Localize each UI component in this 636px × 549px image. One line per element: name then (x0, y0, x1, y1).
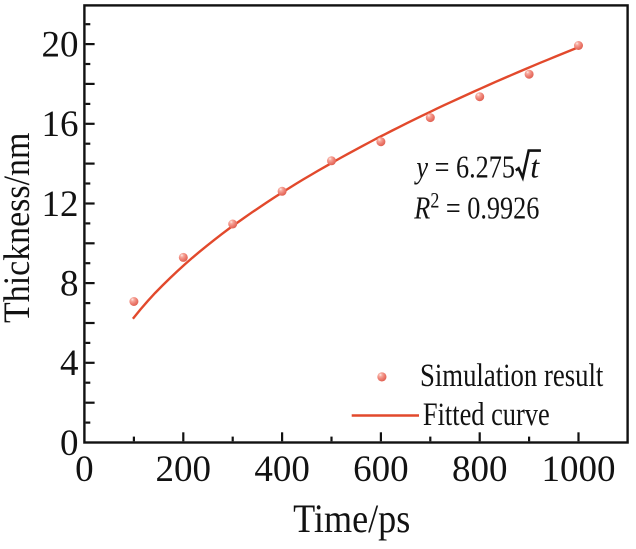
svg-text:Time/ps: Time/ps (293, 498, 410, 542)
svg-text:t: t (530, 148, 540, 184)
svg-text:600: 600 (353, 449, 409, 490)
svg-text:R2 = 0.9926: R2 = 0.9926 (413, 189, 539, 226)
svg-text:16: 16 (42, 104, 79, 145)
svg-text:8: 8 (60, 263, 79, 304)
svg-text:200: 200 (156, 449, 212, 490)
svg-text:0: 0 (75, 449, 94, 490)
svg-text:1000: 1000 (542, 449, 616, 490)
svg-text:400: 400 (254, 449, 310, 490)
svg-text:800: 800 (452, 449, 508, 490)
svg-text:20: 20 (42, 24, 79, 65)
svg-text:Thickness/nm: Thickness/nm (0, 132, 37, 323)
svg-text:12: 12 (42, 184, 79, 225)
svg-text:y = 6.275: y = 6.275 (414, 150, 515, 185)
svg-text:Fitted curve: Fitted curve (423, 396, 550, 432)
svg-text:4: 4 (60, 343, 79, 384)
svg-text:0: 0 (60, 423, 79, 464)
svg-text:Simulation result: Simulation result (420, 357, 604, 393)
